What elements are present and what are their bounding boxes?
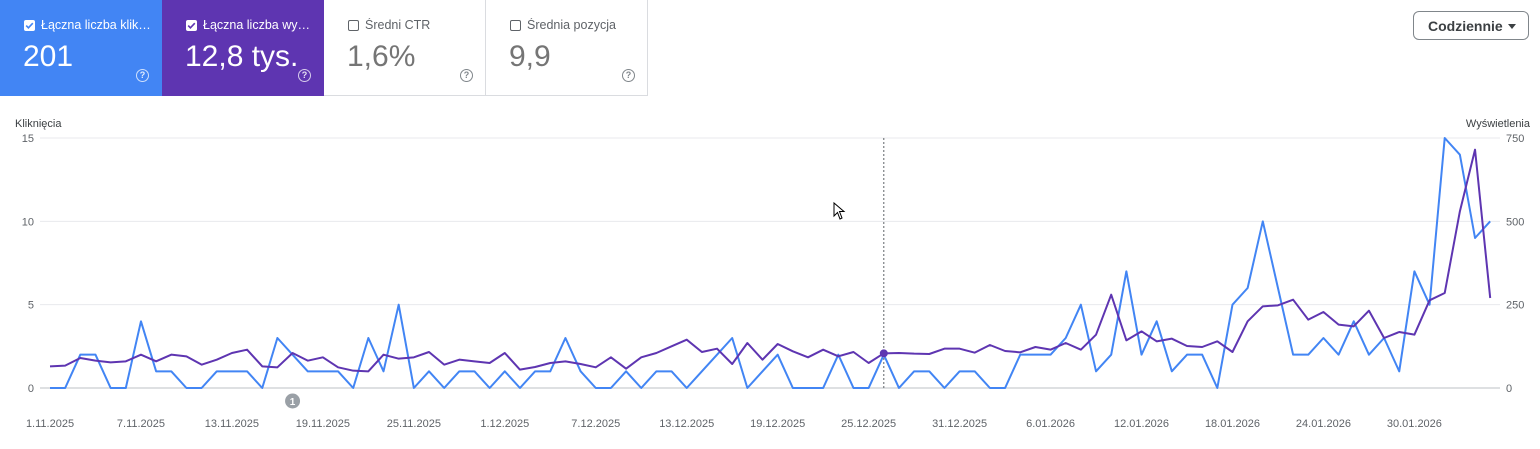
checkbox-unchecked-icon[interactable]: [348, 20, 359, 31]
x-tick-label: 1.12.2025: [480, 418, 529, 430]
y-tick-left: 10: [22, 216, 34, 228]
y-tick-left: 15: [22, 133, 34, 145]
x-tick-label: 13.11.2025: [205, 418, 259, 430]
checkbox-unchecked-icon[interactable]: [510, 20, 521, 31]
chart-series: [49, 137, 1492, 389]
help-circle-icon[interactable]: ?: [136, 69, 149, 82]
metric-value: 1,6%: [347, 40, 416, 73]
mouse-cursor-icon: [833, 201, 846, 220]
help-circle-icon[interactable]: ?: [298, 69, 311, 82]
granularity-dropdown[interactable]: Codziennie: [1413, 11, 1529, 40]
arrow-drop-down-icon: [1508, 24, 1516, 29]
y-tick-right: 0: [1506, 383, 1512, 395]
metric-cards: Łączna liczba klik… 201 ? Łączna liczba …: [0, 0, 648, 96]
series-line-clicks: [50, 137, 1491, 389]
x-tick-label: 6.01.2026: [1026, 418, 1075, 430]
annotation-marker[interactable]: [285, 393, 301, 409]
y-axis-left-title: Kliknięcia: [15, 118, 62, 130]
metric-card-impressions[interactable]: Łączna liczba wy… 12,8 tys. ?: [162, 0, 324, 96]
x-tick-label: 18.01.2026: [1205, 418, 1260, 430]
y-tick-right: 500: [1506, 216, 1524, 228]
y-tick-right: 250: [1506, 300, 1524, 312]
x-tick-label: 13.12.2025: [659, 418, 714, 430]
series-line-impressions: [49, 148, 1492, 373]
checkbox-checked-icon[interactable]: [24, 20, 35, 31]
annotation-label: 1: [290, 397, 296, 408]
metric-card-clicks[interactable]: Łączna liczba klik… 201 ?: [0, 0, 162, 96]
x-tick-label: 1.11.2025: [26, 418, 74, 430]
chart-axes: 0 0 5 250 10 500 15 750 1.11.2025 7.11.2025 13.11.…: [22, 133, 1525, 430]
y-tick-left: 5: [28, 300, 34, 312]
x-tick-label: 12.01.2026: [1114, 418, 1169, 430]
help-circle-icon[interactable]: ?: [622, 69, 635, 82]
metric-card-position[interactable]: Średnia pozycja 9,9 ?: [486, 0, 648, 96]
y-tick-left: 0: [28, 383, 34, 395]
x-tick-label: 19.11.2025: [296, 418, 350, 430]
x-tick-label: 19.12.2025: [750, 418, 805, 430]
metric-value: 9,9: [509, 40, 551, 73]
x-tick-label: 25.11.2025: [387, 418, 441, 430]
x-tick-label: 25.12.2025: [841, 418, 896, 430]
metric-card-ctr[interactable]: Średni CTR 1,6% ?: [324, 0, 486, 96]
x-tick-label: 24.01.2026: [1296, 418, 1351, 430]
x-tick-label: 7.11.2025: [117, 418, 165, 430]
chart-grid: [40, 137, 1500, 389]
metric-value: 12,8 tys.: [185, 40, 299, 73]
checkbox-checked-icon[interactable]: [186, 20, 197, 31]
metric-value: 201: [23, 40, 74, 73]
y-tick-right: 750: [1506, 133, 1524, 145]
x-tick-label: 30.01.2026: [1387, 418, 1442, 430]
chart-overlay: 1: [285, 201, 888, 409]
dropdown-label: Codziennie: [1428, 18, 1503, 34]
x-tick-label: 31.12.2025: [932, 418, 987, 430]
help-circle-icon[interactable]: ?: [460, 69, 473, 82]
y-axis-right-title: Wyświetlenia: [1466, 118, 1531, 130]
hover-point: [879, 349, 888, 358]
x-tick-label: 7.12.2025: [571, 418, 620, 430]
